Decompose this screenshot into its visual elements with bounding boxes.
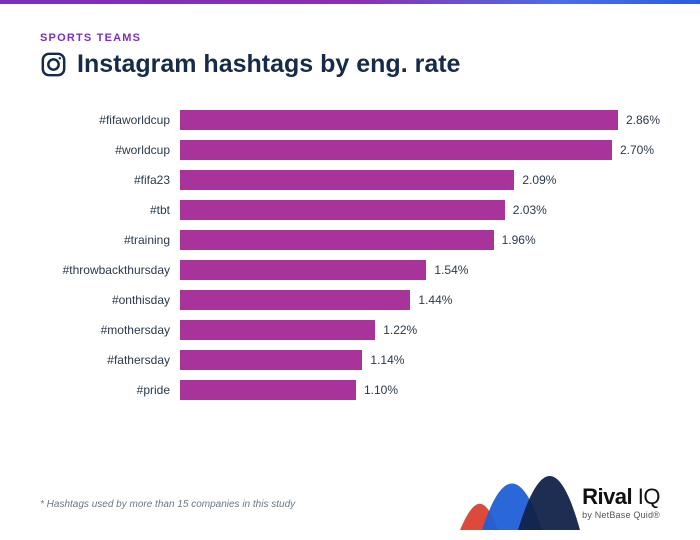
bar-label: #training (40, 233, 180, 247)
bar-label: #pride (40, 383, 180, 397)
bar-track: 2.70% (180, 140, 660, 160)
bar-row: #worldcup 2.70% (40, 139, 660, 161)
bar-label: #fathersday (40, 353, 180, 367)
bar-track: 1.96% (180, 230, 660, 250)
bar-row: #tbt 2.03% (40, 199, 660, 221)
bar-fill (180, 200, 505, 220)
bar-fill (180, 350, 362, 370)
bar-value: 2.03% (513, 203, 547, 217)
bar-row: #onthisday 1.44% (40, 289, 660, 311)
bar-track: 1.22% (180, 320, 660, 340)
bar-label: #fifa23 (40, 173, 180, 187)
bar-row: #mothersday 1.22% (40, 319, 660, 341)
bar-value: 1.14% (370, 353, 404, 367)
bar-fill (180, 110, 618, 130)
bar-row: #pride 1.10% (40, 379, 660, 401)
bar-track: 2.09% (180, 170, 660, 190)
bar-row: #training 1.96% (40, 229, 660, 251)
bar-fill (180, 320, 375, 340)
bar-track: 1.14% (180, 350, 660, 370)
category-label: SPORTS TEAMS (40, 32, 660, 44)
bar-value: 2.70% (620, 143, 654, 157)
bar-fill (180, 230, 494, 250)
bar-track: 1.54% (180, 260, 660, 280)
bar-fill (180, 170, 514, 190)
bar-label: #throwbackthursday (40, 263, 180, 277)
bar-value: 1.54% (434, 263, 468, 277)
bar-label: #fifaworldcup (40, 113, 180, 127)
brand-rest: IQ (632, 484, 660, 509)
bar-label: #tbt (40, 203, 180, 217)
bar-chart: #fifaworldcup 2.86% #worldcup 2.70% #fifa23 2… (40, 109, 660, 401)
chart-title: Instagram hashtags by eng. rate (77, 50, 460, 79)
bar-value: 2.09% (522, 173, 556, 187)
bar-fill (180, 380, 356, 400)
bar-track: 1.10% (180, 380, 660, 400)
bar-value: 1.22% (383, 323, 417, 337)
brand-block: Rival IQ by NetBase Quid® (582, 484, 660, 520)
bar-track: 1.44% (180, 290, 660, 310)
bar-fill (180, 290, 410, 310)
decorative-swoosh (460, 460, 580, 530)
footnote: * Hashtags used by more than 15 companie… (40, 499, 295, 510)
bar-value: 1.10% (364, 383, 398, 397)
bar-track: 2.86% (180, 110, 660, 130)
instagram-icon (40, 51, 67, 78)
bar-label: #mothersday (40, 323, 180, 337)
bar-track: 2.03% (180, 200, 660, 220)
bar-value: 1.96% (502, 233, 536, 247)
bar-fill (180, 140, 612, 160)
chart-card: SPORTS TEAMS Instagram hashtags by eng. … (0, 4, 700, 540)
bar-row: #fifa23 2.09% (40, 169, 660, 191)
bar-label: #onthisday (40, 293, 180, 307)
brand-bold: Rival (582, 484, 632, 509)
bar-row: #throwbackthursday 1.54% (40, 259, 660, 281)
bar-row: #fathersday 1.14% (40, 349, 660, 371)
bar-value: 1.44% (418, 293, 452, 307)
brand-subtext: by NetBase Quid® (582, 510, 660, 520)
bar-label: #worldcup (40, 143, 180, 157)
title-row: Instagram hashtags by eng. rate (40, 50, 660, 79)
bar-fill (180, 260, 426, 280)
bar-row: #fifaworldcup 2.86% (40, 109, 660, 131)
brand-logo-text: Rival IQ (582, 484, 660, 510)
bar-value: 2.86% (626, 113, 660, 127)
